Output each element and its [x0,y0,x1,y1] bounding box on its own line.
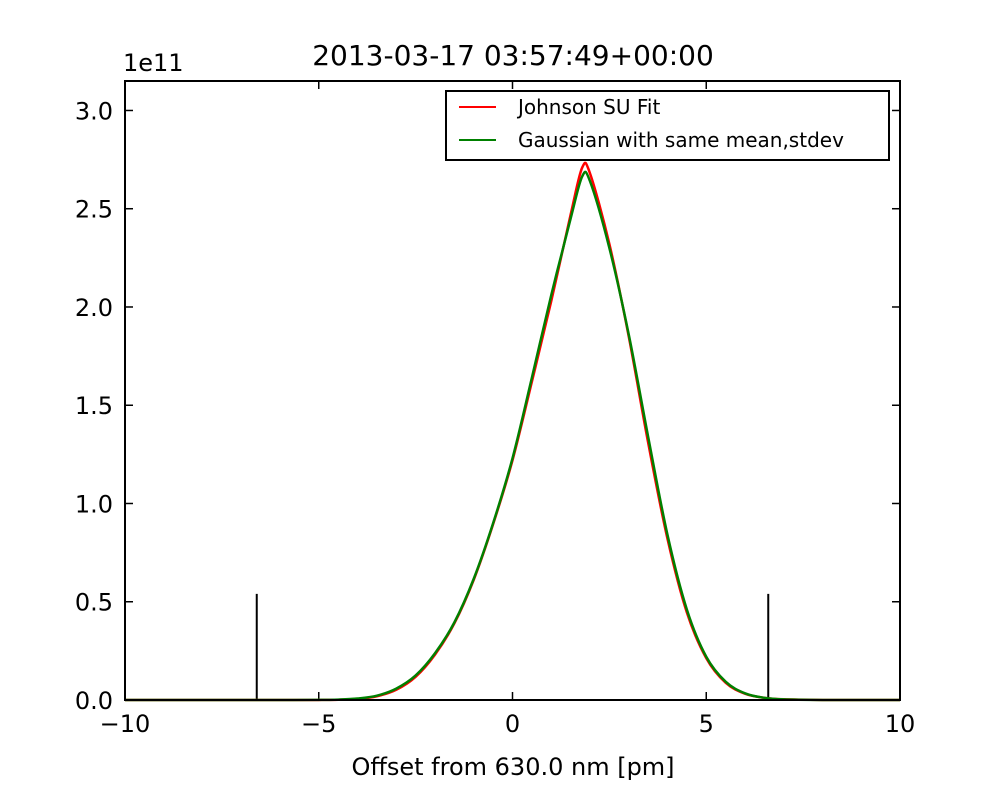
y-tick-label: 0.5 [75,589,113,617]
chart-title: 2013-03-17 03:57:49+00:00 [312,39,714,72]
x-axis-label: Offset from 630.0 nm [pm] [351,753,674,781]
y-tick-label: 1.0 [75,490,113,518]
y-axis-ticks: 0.0 0.5 1.0 1.5 2.0 2.5 3.0 [75,97,900,715]
legend-label-johnson: Johnson SU Fit [516,95,660,119]
y-tick-label: 0.0 [75,687,113,715]
x-tick-label: −10 [100,710,151,738]
x-tick-label: 10 [885,710,916,738]
x-tick-label: 0 [505,710,520,738]
x-axis-ticks: −10 −5 0 5 10 [100,81,916,738]
y-tick-label: 2.0 [75,294,113,322]
legend-box [445,90,890,161]
plot-frame [124,80,901,701]
legend: Johnson SU Fit Gaussian with same mean,s… [445,90,890,161]
legend-label-gaussian: Gaussian with same mean,stdev [518,128,844,152]
x-tick-label: −5 [301,710,336,738]
vertical-markers [255,593,770,700]
y-tick-label: 2.5 [75,196,113,224]
y-offset-label: 1e11 [123,49,184,77]
y-tick-label: 3.0 [75,97,113,125]
y-tick-label: 1.5 [75,392,113,420]
x-tick-label: 5 [699,710,714,738]
